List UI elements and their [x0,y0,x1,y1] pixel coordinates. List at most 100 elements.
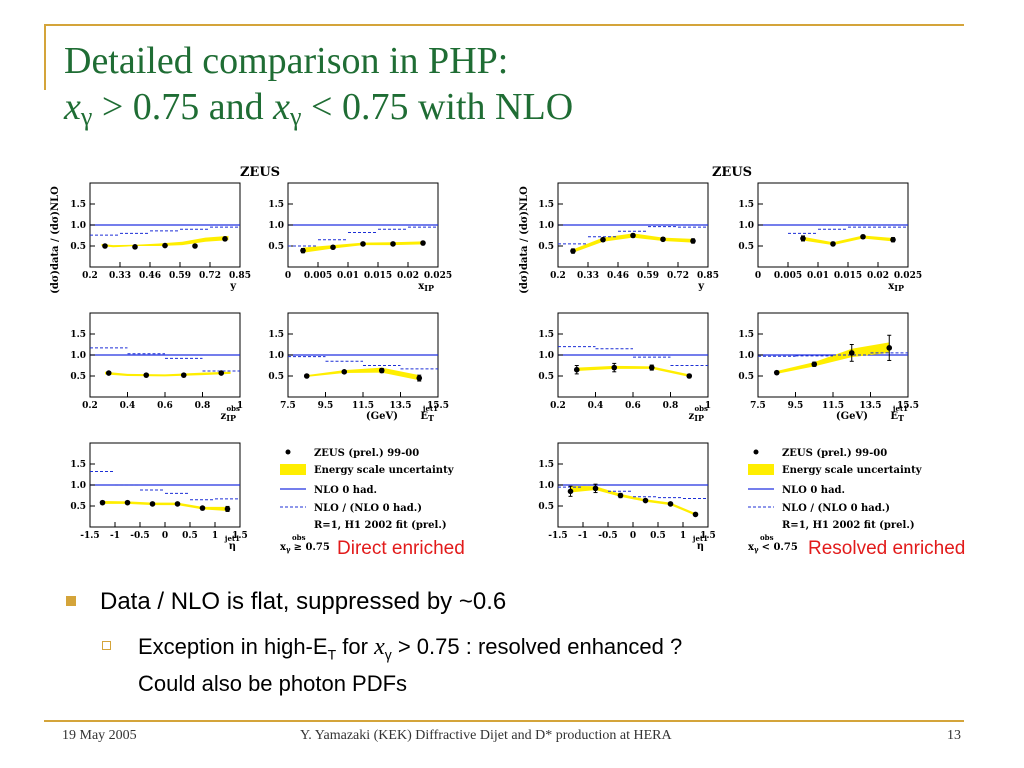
x-tick-label: 0.01 [807,271,829,281]
bullet-2-text: Exception in high-ET for xγ > 0.75 : res… [138,632,682,699]
data-point [642,497,649,504]
legend-cut-sup: obs [292,533,306,542]
x-axis-label: ET [890,411,904,423]
y-tick-label: 1.0 [738,351,754,361]
data-point [390,241,396,247]
x-tick-label: 1 [237,401,243,411]
bullet-1-text: Data / NLO is flat, suppressed by ~0.6 [100,588,507,615]
data-point [174,501,181,507]
x-tick-label: 0 [630,531,636,541]
legend-data-marker [753,449,759,455]
data-point [143,372,150,378]
legend-cut-sup: obs [760,533,774,542]
legend-cut-label: xγ ≥ 0.75 [280,542,330,554]
energy-scale-band [576,365,690,377]
data-point [686,373,693,379]
data-point [124,499,131,506]
y-tick-label: 1.5 [538,460,554,470]
x-axis-label-sup: jet1 [892,404,908,413]
x-axis-label: y [229,281,237,292]
y-axis-label: (dσ)data / (dσ)NLO [519,186,530,294]
legend-fit-label: R=1, H1 2002 fit (prel.) [314,520,447,531]
y-tick-label: 1.0 [268,351,284,361]
x-tick-label: 0.5 [650,531,666,541]
data-point [180,372,187,378]
x-axis-label: xIP [888,281,904,293]
y-tick-label: 0.5 [738,372,754,382]
y-tick-label: 0.5 [70,372,86,382]
x-tick-label: 1.5 [232,531,248,541]
data-point [222,236,228,242]
x-axis-label-sub: T [428,413,434,423]
legend-cut-value: < 0.75 [762,542,798,553]
data-point [99,499,106,506]
legend-fit-label: R=1, H1 2002 fit (prel.) [782,520,915,531]
data-point [378,367,385,374]
data-point [162,242,168,249]
y-tick-label: 1.5 [70,330,86,340]
bullet-2-gamma: γ [384,646,392,663]
x-tick-label: 15.5 [897,401,919,411]
data-point [660,236,666,243]
title-line-1: Detailed comparison in PHP: [64,40,509,82]
title-x-symbol-2: x [273,86,291,128]
y-tick-label: 1.5 [738,200,754,210]
x-tick-label: 0.85 [697,271,719,281]
title-gamma-sub: γ [80,102,93,131]
x-tick-label: 0.72 [667,271,689,281]
x-tick-label: 0 [162,531,168,541]
x-axis-label: zIP [221,411,236,423]
data-point [811,361,818,368]
data-point [420,240,426,246]
frame-top-rule [44,24,964,26]
nlo-ratio-step [90,226,240,236]
x-tick-label: 11.5 [352,401,374,411]
data-point [341,369,348,375]
data-point [330,244,336,251]
title-lt-text: < 0.75 with NLO [311,86,574,128]
x-tick-label: 0.85 [229,271,251,281]
y-tick-label: 1.0 [538,221,554,231]
title-line-2: xγ > 0.75 and xγ < 0.75 with NLO [64,84,573,134]
y-tick-label: 1.5 [538,330,554,340]
energy-scale-band [803,235,893,246]
x-axis-label: xIP [418,281,434,293]
experiment-label: ZEUS [712,165,752,180]
x-tick-label: 0.4 [120,401,136,411]
energy-scale-band [306,367,420,381]
frame-bottom-rule [44,720,964,722]
data-point [692,511,699,518]
x-tick-label: 9.5 [788,401,804,411]
y-tick-label: 1.0 [268,221,284,231]
x-tick-label: 11.5 [822,401,844,411]
x-tick-label: 0.5 [182,531,198,541]
legend-cut-value: ≥ 0.75 [294,542,330,553]
x-tick-label: 0.72 [199,271,221,281]
nlo-ratio-step [558,346,708,366]
data-point [199,505,206,511]
x-tick-label: 0.4 [588,401,604,411]
data-point [570,248,576,254]
legend-data-label: ZEUS (prel.) 99-00 [314,448,419,459]
y-axis-label: (dσ)data / (dσ)NLO [50,186,61,294]
legend-band-label: Energy scale uncertainty [782,465,923,476]
x-tick-label: 0.59 [169,271,191,281]
data-point [360,241,366,247]
data-point [830,241,836,247]
legend-data-label: ZEUS (prel.) 99-00 [782,448,887,459]
x-axis-label-sub: IP [424,283,434,293]
data-point [848,350,855,356]
y-tick-label: 1.0 [538,351,554,361]
x-tick-label: 1 [705,401,711,411]
legend-cut-sub: γ [286,545,291,554]
x-tick-label: 0.2 [82,271,98,281]
data-point [567,488,574,495]
bullet-2-line-2: Could also be photon PDFs [138,671,408,697]
x-tick-label: 0.46 [139,271,161,281]
x-tick-label: 0 [285,271,291,281]
x-tick-label: 1 [680,531,686,541]
energy-scale-band [570,485,696,516]
x-tick-label: 0.2 [550,401,566,411]
data-point [648,364,655,371]
x-tick-label: 0.8 [195,401,211,411]
